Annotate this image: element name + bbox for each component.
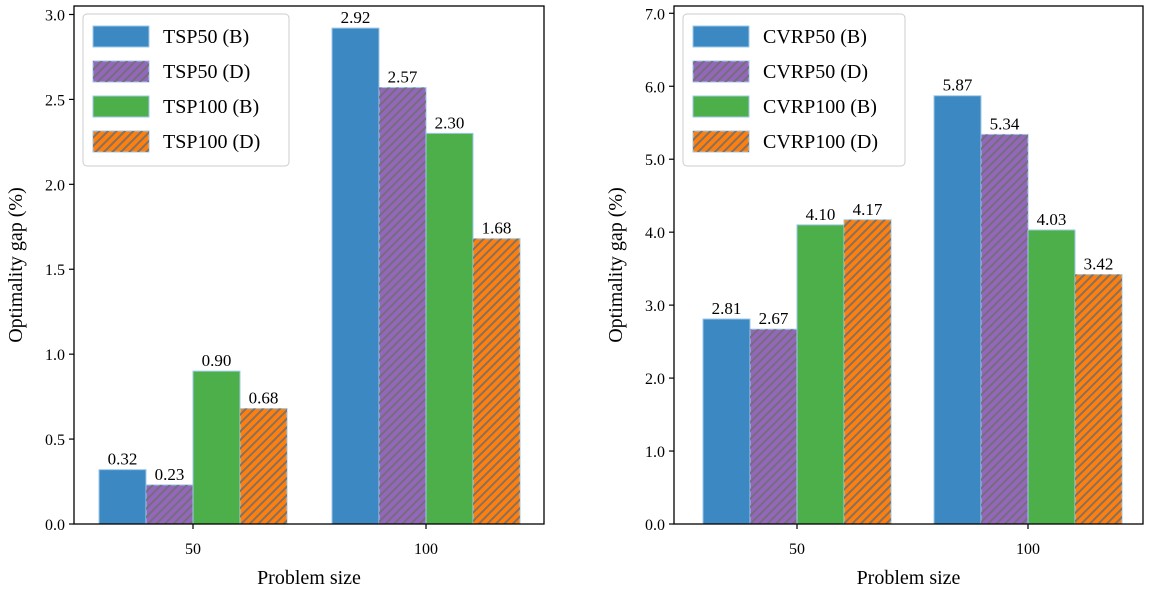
y-tick-label: 1.0 bbox=[645, 444, 665, 461]
bar-value-label: 2.81 bbox=[712, 299, 742, 318]
bar-value-label: 2.30 bbox=[435, 113, 465, 132]
bar bbox=[933, 95, 982, 525]
legend-swatch-hatch bbox=[93, 131, 149, 152]
legend-swatch bbox=[692, 95, 750, 118]
y-axis-label: Optimality gap (%) bbox=[5, 187, 27, 343]
bar bbox=[98, 469, 147, 525]
legend-label: TSP50 (B) bbox=[163, 26, 249, 48]
bar bbox=[702, 318, 751, 525]
bar-value-label: 2.57 bbox=[388, 68, 418, 87]
x-axis-label: Problem size bbox=[857, 567, 961, 589]
legend-label: CVRP100 (D) bbox=[763, 131, 878, 153]
legend-swatch bbox=[92, 25, 150, 48]
bar bbox=[796, 224, 845, 525]
bar-value-label: 5.87 bbox=[943, 76, 973, 95]
y-axis-label: Optimality gap (%) bbox=[605, 187, 627, 343]
bar-hatch bbox=[844, 219, 891, 525]
x-tick-label: 50 bbox=[789, 541, 805, 558]
bar-hatch bbox=[1075, 274, 1122, 524]
y-tick-label: 0.0 bbox=[45, 517, 65, 534]
bar-value-label: 4.17 bbox=[853, 200, 883, 219]
bar-value-label: 3.42 bbox=[1084, 254, 1114, 273]
y-tick-label: 7.0 bbox=[645, 6, 665, 23]
legend-label: CVRP50 (D) bbox=[763, 61, 868, 83]
y-tick-label: 0.0 bbox=[645, 517, 665, 534]
y-tick-label: 1.0 bbox=[45, 347, 65, 364]
legend-label: TSP100 (B) bbox=[163, 96, 259, 118]
bar bbox=[192, 370, 241, 525]
y-tick-label: 0.5 bbox=[45, 432, 65, 449]
legend-label: TSP50 (D) bbox=[163, 61, 250, 83]
legend-label: TSP100 (D) bbox=[163, 131, 260, 153]
y-tick-label: 2.0 bbox=[45, 177, 65, 194]
bar-value-label: 1.68 bbox=[482, 219, 512, 238]
bar-hatch bbox=[146, 484, 193, 524]
legend-label: CVRP100 (B) bbox=[763, 96, 877, 118]
bar-value-label: 2.92 bbox=[341, 8, 371, 27]
bar-value-label: 4.10 bbox=[806, 205, 836, 224]
chart-cvrp: 2.81 5.87 2.67 5.34 4.10 4.03 4.17 3.42 0.0 1.0 2.… bbox=[605, 5, 1144, 589]
bar-value-label: 0.68 bbox=[249, 389, 279, 408]
y-tick-label: 3.0 bbox=[645, 298, 665, 315]
legend-swatch bbox=[92, 95, 150, 118]
y-tick-label: 2.0 bbox=[645, 371, 665, 388]
bar-value-label: 0.23 bbox=[155, 465, 185, 484]
axes-frame bbox=[673, 5, 1144, 525]
y-tick-label: 5.0 bbox=[645, 152, 665, 169]
legend-box bbox=[682, 13, 906, 167]
y-tick-label: 4.0 bbox=[645, 225, 665, 242]
bar bbox=[425, 132, 474, 525]
legend-box bbox=[82, 13, 290, 167]
legend-swatch bbox=[692, 25, 750, 48]
legend-swatch-hatch bbox=[693, 131, 749, 152]
x-tick-label: 50 bbox=[185, 541, 201, 558]
y-tick-label: 1.5 bbox=[45, 262, 65, 279]
bar bbox=[1027, 229, 1076, 525]
legend-swatch-hatch bbox=[93, 61, 149, 82]
legend-swatch-hatch bbox=[693, 61, 749, 82]
bar-value-label: 0.90 bbox=[202, 351, 232, 370]
bar-hatch bbox=[240, 408, 287, 524]
x-tick-label: 100 bbox=[414, 541, 438, 558]
y-tick-label: 3.0 bbox=[45, 7, 65, 24]
y-tick-label: 2.5 bbox=[45, 92, 65, 109]
bar-hatch bbox=[379, 87, 426, 525]
legend-label: CVRP50 (B) bbox=[763, 26, 867, 48]
x-tick-label: 100 bbox=[1016, 541, 1040, 558]
bar-hatch bbox=[750, 329, 797, 524]
x-axis-label: Problem size bbox=[257, 567, 361, 589]
bar-value-label: 0.32 bbox=[108, 450, 138, 469]
bar bbox=[331, 27, 380, 525]
bar-hatch bbox=[981, 134, 1028, 524]
bar-value-label: 4.03 bbox=[1037, 210, 1067, 229]
bar-value-label: 5.34 bbox=[990, 114, 1020, 133]
bar-hatch bbox=[473, 238, 520, 524]
bar-value-label: 2.67 bbox=[759, 309, 789, 328]
y-tick-label: 6.0 bbox=[645, 79, 665, 96]
chart-tsp: 0.32 2.92 0.23 2.57 0.90 2.30 0.68 1.68 0.0 0.5 1.… bbox=[5, 5, 545, 589]
axes-frame bbox=[73, 5, 545, 525]
